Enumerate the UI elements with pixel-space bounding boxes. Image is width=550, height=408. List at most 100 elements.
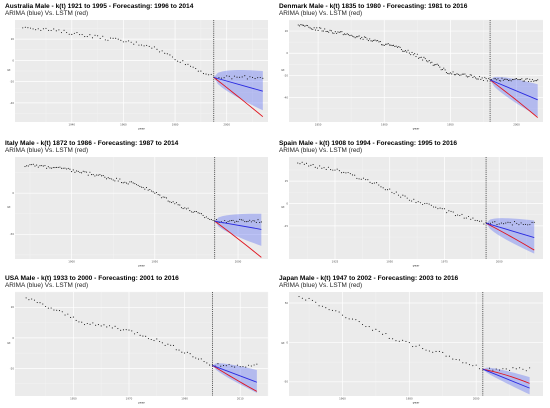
data-point [347,171,349,174]
data-point [367,179,369,181]
data-point [394,45,396,48]
data-point [301,24,303,26]
data-point [109,37,112,39]
data-point [131,330,133,332]
data-point [537,79,539,81]
data-point [404,50,406,52]
data-point [510,80,512,82]
data-point [415,56,417,58]
data-point [153,46,155,48]
data-point [426,202,428,204]
data-point [328,309,330,311]
data-point [207,217,209,219]
data-point [426,60,428,62]
data-point [208,74,210,76]
data-point [320,27,322,29]
data-point [125,182,128,184]
data-point [430,62,432,64]
data-point [47,166,49,168]
y-axis-label: kt [8,205,12,209]
data-point [342,34,344,36]
data-point [179,61,181,63]
y-axis-label: kt [282,341,286,345]
data-point [522,224,524,226]
data-point [244,75,246,77]
data-point [428,60,430,62]
data-point [233,75,235,77]
data-point [378,330,380,332]
data-point [37,166,39,168]
data-point [330,169,332,171]
data-point [236,76,238,78]
data-point [355,319,357,321]
data-point [107,39,109,41]
arima-forecast-line [214,220,262,230]
arima-confidence-band [213,70,263,111]
data-point [164,344,166,346]
data-point [449,72,451,74]
data-point [452,71,454,73]
data-point [427,61,429,63]
data-point [205,73,207,75]
data-point [452,211,454,213]
lstm-forecast-line [214,220,262,258]
data-point [259,221,261,223]
y-axis-label: kt [8,341,12,345]
y-axis-label: kt [8,68,12,72]
data-point [377,40,379,42]
data-point [62,167,64,169]
data-point [422,348,424,350]
data-point [228,363,230,365]
data-point [441,68,444,71]
data-point [156,48,158,50]
data-point [355,36,358,38]
data-point [129,181,131,183]
data-point [392,338,394,340]
data-point [86,322,88,325]
data-point [195,67,197,70]
data-point [235,220,237,222]
data-point [383,44,385,46]
data-point [103,324,105,326]
data-point [130,181,133,183]
data-point [217,363,219,365]
data-point [106,326,108,328]
data-point [53,28,55,30]
data-point [181,351,183,353]
panel-japan: Japan Male - k(t) 1947 to 2002 - Forecas… [279,275,545,405]
data-point [404,195,406,197]
data-point [481,220,483,222]
data-point [441,208,443,210]
panel-subtitle: ARIMA (blue) Vs. LSTM (red) [5,282,89,289]
data-point [104,39,106,41]
data-point [395,340,397,342]
data-point [481,77,483,79]
data-point [222,365,225,367]
data-point [408,52,410,54]
data-point [519,78,522,81]
data-point [124,181,126,183]
x-tick-label: 2000 [235,260,242,264]
data-point [231,365,233,367]
data-point [447,72,449,75]
data-point [182,60,184,62]
data-point [368,325,370,328]
data-point [365,36,367,39]
data-point [346,33,348,35]
data-point [457,73,459,75]
x-tick-label: 1940 [68,123,75,127]
data-point [40,29,42,31]
data-point [159,51,161,53]
x-tick-label: 1900 [381,123,388,127]
data-point [509,79,511,81]
data-point [197,358,200,360]
lstm-forecast-line [212,365,258,392]
x-tick-label: 2000 [513,123,520,127]
data-point [373,39,375,42]
data-point [105,178,108,180]
data-point [436,63,438,65]
y-tick-label: 0 [286,51,288,55]
data-point [147,189,149,191]
data-point [24,26,26,28]
data-point [345,33,347,36]
